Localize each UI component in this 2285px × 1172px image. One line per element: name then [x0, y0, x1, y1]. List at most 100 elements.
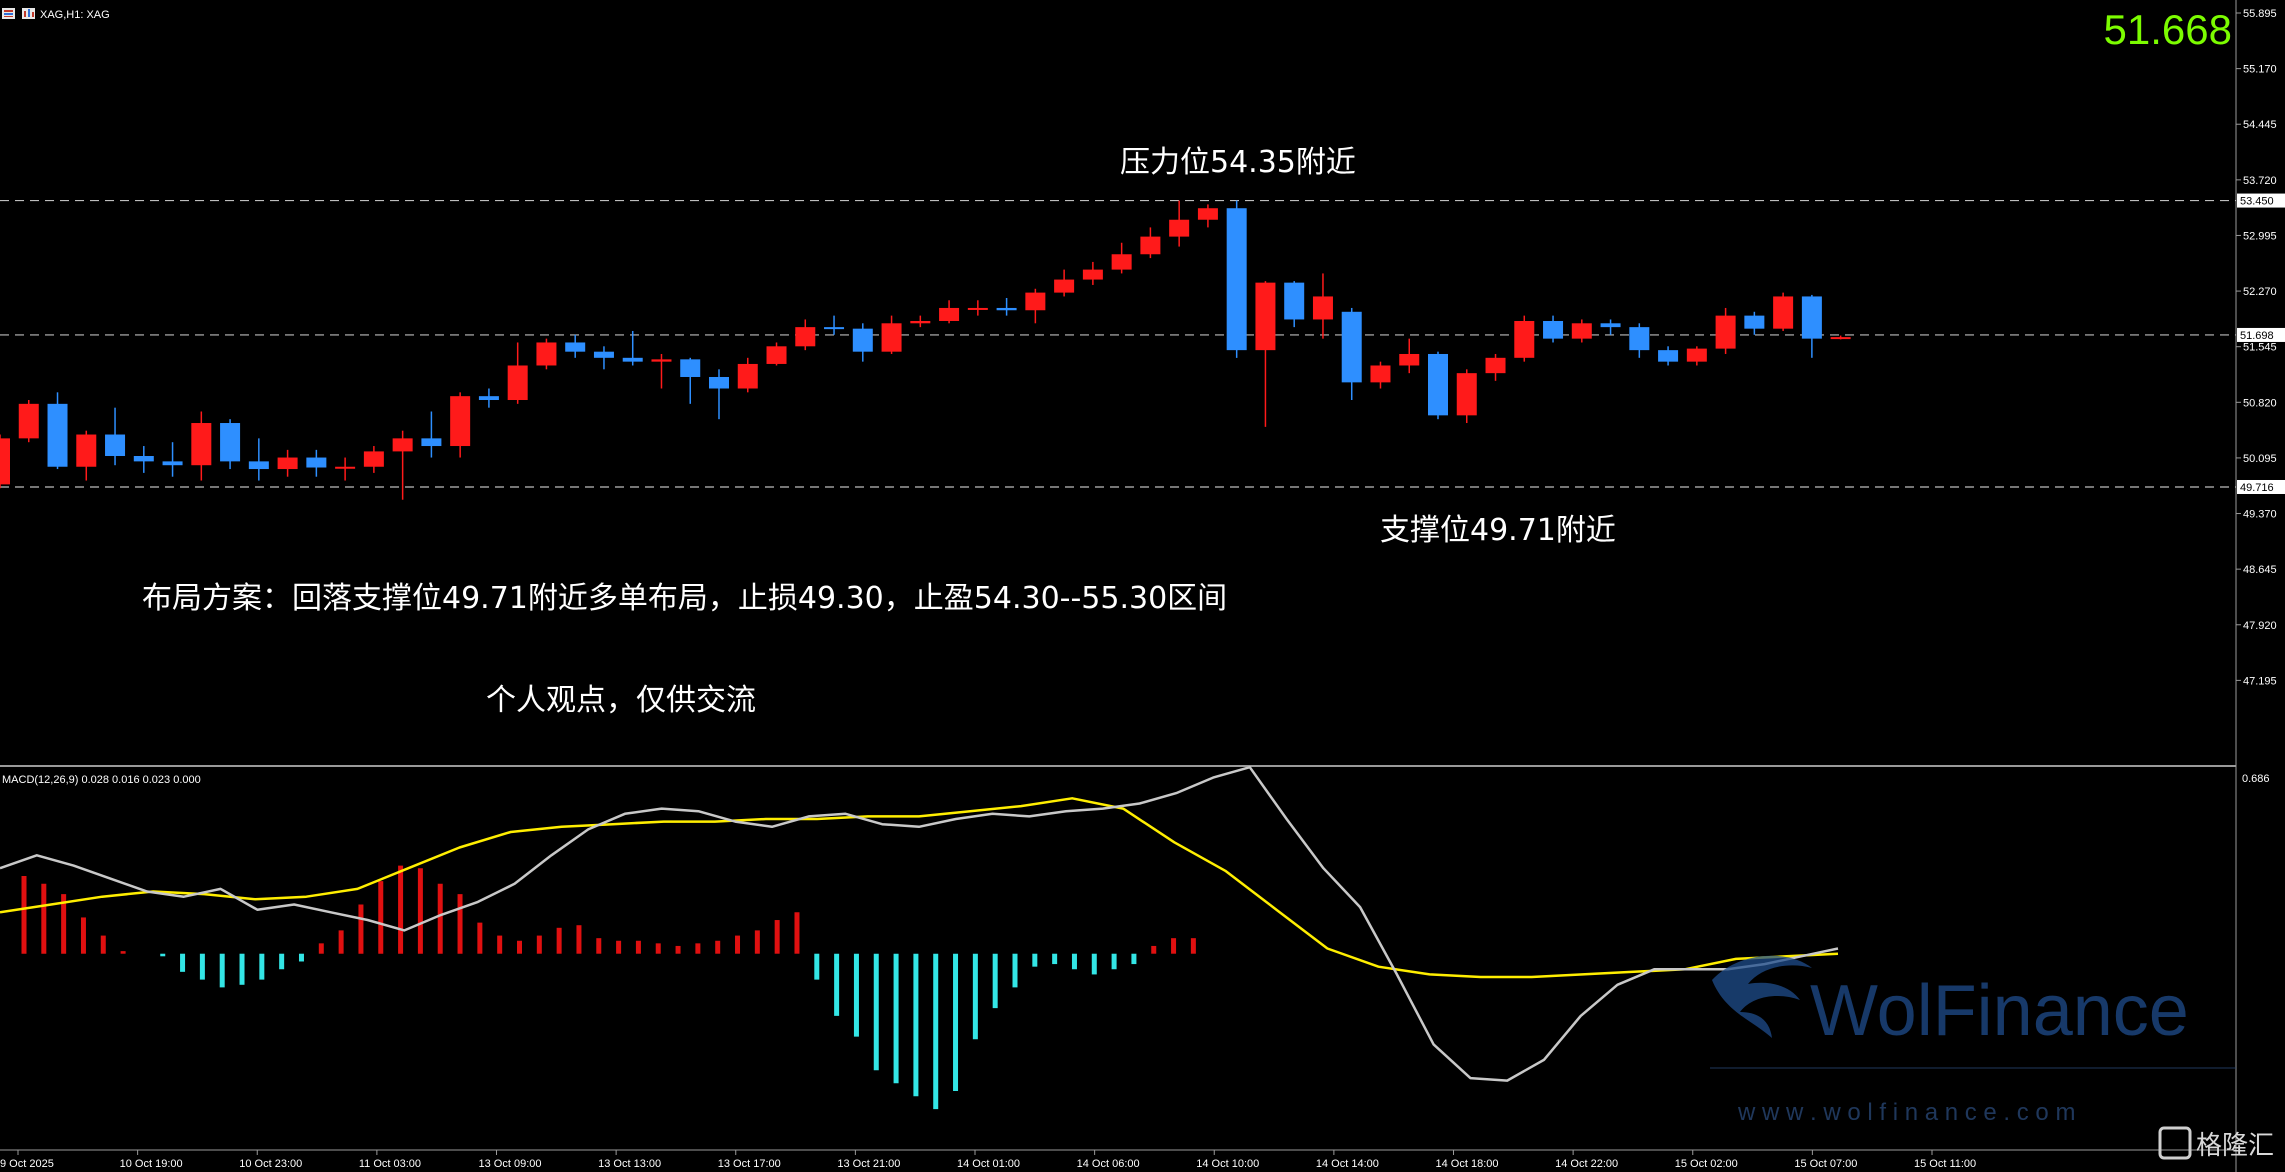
candle [709, 369, 729, 420]
candle [651, 353, 672, 389]
candle-body [824, 327, 845, 330]
candle [1485, 353, 1506, 381]
symbol-title: XAG,H1: XAG [40, 9, 110, 21]
candle [47, 392, 68, 470]
time-tick-label: 13 Oct 17:00 [718, 1158, 781, 1170]
candle-body [1744, 315, 1765, 329]
candle-body [1284, 282, 1305, 320]
candle-body [1197, 208, 1218, 220]
candle [1025, 288, 1046, 324]
candle-body [1025, 292, 1046, 311]
candlestick-series [0, 200, 1851, 500]
level-label: 49.716 [2240, 482, 2274, 494]
candle-body [1169, 219, 1190, 237]
candle [18, 400, 39, 443]
candle [1399, 338, 1420, 374]
price-tick-label: 49.370 [2243, 509, 2277, 521]
candle-body [248, 461, 269, 470]
macd-label: MACD(12,26,9) 0.028 0.016 0.023 0.000 [2, 774, 201, 786]
current-price: 51.668 [2104, 6, 2232, 53]
candle-body [967, 307, 988, 310]
candle [881, 315, 902, 354]
macd-lines [0, 765, 1839, 1082]
candle [363, 446, 384, 473]
time-tick-label: 10 Oct 19:00 [120, 1158, 183, 1170]
candle-body [593, 351, 614, 358]
time-axis[interactable]: 9 Oct 2025 10 Oct 19:00 10 Oct 23:00 11 Oct… [0, 1150, 1976, 1170]
candle-body [1428, 353, 1448, 416]
candle-body [18, 403, 39, 439]
candle [1543, 315, 1564, 343]
price-tick-label: 50.095 [2243, 453, 2277, 465]
macd-histogram [21, 865, 1196, 1110]
candle-body [162, 461, 183, 466]
candle [1629, 323, 1650, 358]
candle [795, 319, 816, 351]
level-label: 53.450 [2240, 196, 2274, 208]
candle [1054, 269, 1075, 297]
price-tick-label: 52.270 [2243, 286, 2277, 298]
macd-main-line [0, 765, 1839, 1082]
candle-body [852, 328, 873, 352]
candle-body [795, 327, 816, 347]
candle-body [1485, 357, 1506, 374]
candle-body [1658, 350, 1679, 362]
chart-menu-icon[interactable] [2, 8, 15, 19]
corner-logo-icon [2158, 1126, 2192, 1160]
plan-annotation: 布局方案：回落支撑位49.71附近多单布局，止损49.30，止盈54.30--5… [142, 581, 1227, 616]
candle [277, 449, 298, 477]
candle [1312, 273, 1333, 339]
level-label-box [2237, 479, 2285, 494]
symbol-header[interactable]: XAG,H1: XAG [2, 8, 110, 21]
candle-body [1801, 296, 1822, 339]
candle [0, 434, 10, 489]
time-tick-label: 14 Oct 10:00 [1196, 1158, 1259, 1170]
candle-body [766, 346, 787, 364]
candle-body [1140, 236, 1161, 255]
candle [852, 323, 873, 362]
candle [1428, 351, 1448, 420]
candle [1744, 311, 1765, 335]
candle-body [1600, 323, 1621, 328]
candle [1111, 242, 1132, 274]
candle-body [1370, 365, 1391, 383]
time-tick-label: 15 Oct 02:00 [1675, 1158, 1738, 1170]
candle-body [565, 342, 586, 352]
candle-body [133, 456, 154, 462]
time-tick-label: 9 Oct 2025 [0, 1158, 54, 1170]
candle [1226, 200, 1247, 358]
candle [1255, 281, 1276, 427]
price-tick-label: 48.645 [2243, 564, 2277, 576]
candle-body [507, 365, 528, 401]
candle-body [996, 307, 1017, 311]
candle [248, 438, 269, 481]
watermark-brand: WolFinance [1810, 971, 2189, 1051]
candle-body [191, 423, 212, 466]
candle [996, 297, 1017, 316]
candle [680, 357, 701, 404]
price-axis[interactable]: 55.895 55.170 54.445 53.720 52.995 52.270 51.5… [2236, 8, 2277, 687]
candle-body [478, 396, 499, 401]
time-tick-label: 14 Oct 06:00 [1077, 1158, 1140, 1170]
price-tick-label: 53.720 [2243, 175, 2277, 187]
candle-body [1399, 353, 1420, 366]
time-tick-label: 11 Oct 03:00 [359, 1158, 421, 1170]
candle [967, 300, 988, 316]
candle-body [1686, 348, 1707, 362]
candle-body [392, 438, 413, 452]
candle-body [1111, 254, 1132, 270]
candle [1715, 307, 1736, 354]
disclaimer-annotation: 个人观点，仅供交流 [486, 683, 756, 718]
candle [1658, 346, 1679, 366]
candle-body [277, 457, 298, 470]
wolf-logo-icon [1712, 955, 1812, 1038]
price-tick-label: 47.195 [2243, 675, 2277, 687]
chart-type-icon[interactable] [22, 8, 35, 19]
candle [450, 392, 471, 458]
corner-watermark: 格隆汇 [2158, 1126, 2274, 1161]
candle [1284, 281, 1305, 328]
candle-body [220, 423, 241, 462]
candle [593, 346, 614, 370]
candle [1082, 261, 1103, 285]
